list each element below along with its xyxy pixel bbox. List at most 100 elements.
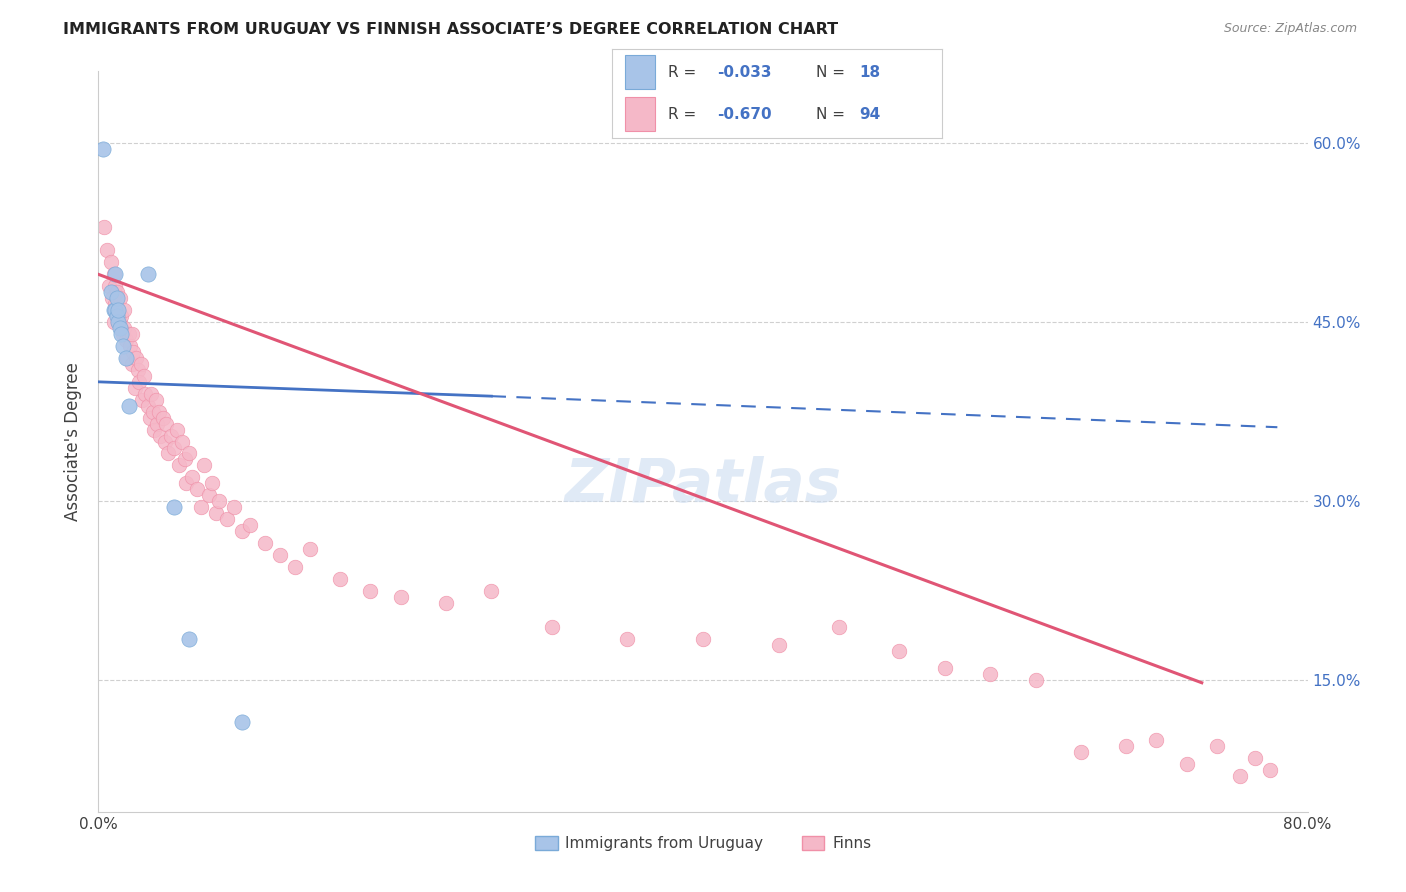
Point bbox=[112, 321, 135, 335]
Point bbox=[105, 285, 128, 300]
Point bbox=[934, 661, 956, 675]
Point bbox=[110, 309, 132, 323]
Point bbox=[360, 583, 382, 598]
Point bbox=[136, 268, 159, 282]
Point bbox=[121, 327, 143, 342]
Point bbox=[167, 458, 190, 473]
Point bbox=[107, 303, 129, 318]
Point bbox=[107, 315, 129, 329]
Point bbox=[107, 315, 129, 329]
Point bbox=[1206, 739, 1229, 753]
Point bbox=[166, 423, 188, 437]
Text: 94: 94 bbox=[859, 107, 880, 121]
Point bbox=[122, 345, 145, 359]
Point bbox=[299, 541, 322, 556]
Point bbox=[121, 357, 143, 371]
Point bbox=[110, 321, 132, 335]
Point bbox=[163, 441, 186, 455]
Text: ZIPatlas: ZIPatlas bbox=[564, 457, 842, 516]
Point bbox=[128, 375, 150, 389]
Text: N =: N = bbox=[817, 107, 851, 121]
Point bbox=[104, 303, 127, 318]
Point bbox=[111, 327, 134, 342]
FancyBboxPatch shape bbox=[624, 55, 655, 89]
Point bbox=[115, 351, 138, 365]
Point bbox=[224, 500, 246, 515]
Point bbox=[118, 399, 141, 413]
Point bbox=[616, 632, 638, 646]
Point bbox=[103, 303, 125, 318]
Point bbox=[1024, 673, 1046, 688]
Point bbox=[93, 219, 115, 234]
Point bbox=[98, 279, 121, 293]
Point bbox=[104, 297, 127, 311]
Point bbox=[215, 512, 238, 526]
Point bbox=[768, 638, 790, 652]
Point bbox=[108, 321, 131, 335]
Point bbox=[193, 458, 215, 473]
Point bbox=[179, 446, 201, 460]
Point bbox=[96, 244, 118, 258]
Point bbox=[105, 309, 128, 323]
Point bbox=[434, 596, 457, 610]
Point bbox=[136, 399, 159, 413]
Point bbox=[148, 405, 170, 419]
Text: IMMIGRANTS FROM URUGUAY VS FINNISH ASSOCIATE’S DEGREE CORRELATION CHART: IMMIGRANTS FROM URUGUAY VS FINNISH ASSOC… bbox=[63, 22, 838, 37]
Point bbox=[142, 405, 165, 419]
Point bbox=[111, 339, 134, 353]
Point bbox=[114, 333, 136, 347]
Text: 18: 18 bbox=[859, 65, 880, 79]
Point bbox=[190, 500, 212, 515]
Point bbox=[692, 632, 714, 646]
Point bbox=[134, 386, 156, 401]
Text: R =: R = bbox=[668, 107, 702, 121]
Text: R =: R = bbox=[668, 65, 702, 79]
Point bbox=[152, 410, 174, 425]
Point bbox=[103, 315, 125, 329]
Point bbox=[160, 428, 183, 442]
Point bbox=[107, 303, 129, 318]
Point bbox=[329, 572, 352, 586]
Point bbox=[149, 428, 172, 442]
Point bbox=[186, 483, 208, 497]
Point bbox=[114, 351, 136, 365]
Point bbox=[103, 268, 125, 282]
Point bbox=[208, 494, 231, 508]
Point bbox=[153, 434, 176, 449]
Point bbox=[284, 560, 307, 574]
Point bbox=[155, 417, 177, 431]
Point bbox=[253, 536, 276, 550]
Point bbox=[889, 643, 911, 657]
Text: -0.670: -0.670 bbox=[717, 107, 772, 121]
Point bbox=[112, 303, 135, 318]
Point bbox=[110, 327, 132, 342]
Text: -0.033: -0.033 bbox=[717, 65, 772, 79]
FancyBboxPatch shape bbox=[624, 97, 655, 131]
Point bbox=[118, 327, 141, 342]
Point bbox=[143, 423, 166, 437]
Point bbox=[145, 392, 167, 407]
Point bbox=[231, 715, 253, 730]
Point bbox=[540, 619, 562, 633]
Point bbox=[131, 392, 153, 407]
Point bbox=[170, 434, 193, 449]
Text: N =: N = bbox=[817, 65, 851, 79]
Point bbox=[124, 381, 146, 395]
Point bbox=[1115, 739, 1137, 753]
Text: Source: ZipAtlas.com: Source: ZipAtlas.com bbox=[1223, 22, 1357, 36]
Point bbox=[828, 619, 851, 633]
Point bbox=[100, 285, 122, 300]
Point bbox=[1229, 769, 1251, 783]
Point bbox=[105, 303, 128, 318]
Point bbox=[1258, 763, 1281, 777]
Point bbox=[239, 518, 262, 533]
Point bbox=[108, 315, 131, 329]
Point bbox=[389, 590, 412, 604]
Point bbox=[91, 142, 114, 156]
Point bbox=[101, 291, 124, 305]
Point bbox=[197, 488, 219, 502]
Point bbox=[173, 452, 195, 467]
Point bbox=[979, 667, 1001, 681]
Point bbox=[104, 279, 127, 293]
Point bbox=[104, 268, 127, 282]
